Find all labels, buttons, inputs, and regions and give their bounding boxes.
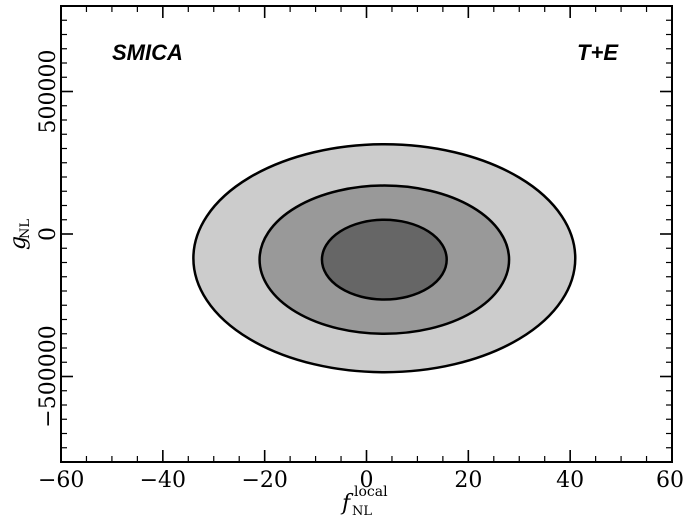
y-tick-label: 0: [36, 227, 61, 241]
y-tick-label-group: −500000: [36, 325, 61, 427]
y-tick-label: −500000: [36, 325, 61, 427]
corner-label-left: SMICA: [112, 40, 183, 65]
y-axis-label: g NL: [6, 219, 33, 250]
x-axis-label-sup: local: [354, 484, 388, 500]
contour-inner: [320, 218, 448, 301]
x-tick-label: −20: [241, 468, 287, 493]
y-axis-label-main: g: [6, 236, 31, 250]
x-axis-label: f NL local: [340, 484, 388, 517]
y-tick-label-group: 500000: [36, 50, 61, 134]
x-axis-label-sub: NL: [352, 504, 372, 517]
corner-label-right: T+E: [577, 40, 619, 65]
y-tick-label-group: 0: [36, 227, 61, 241]
x-tick-label: 20: [454, 468, 482, 493]
contour-layer: [192, 142, 577, 374]
x-tick-label: 60: [656, 468, 684, 493]
x-tick-label: 0: [360, 468, 374, 493]
plot-frame: [60, 5, 673, 463]
y-tick-label: 500000: [36, 50, 61, 134]
y-tick-labels: −500000 0 500000: [36, 50, 61, 428]
x-tick-label: −60: [38, 468, 84, 493]
x-tick-label: 40: [556, 468, 584, 493]
y-axis-label-sub: NL: [18, 219, 33, 239]
x-tick-labels: −60 −40 −20 0 20 40 60: [38, 468, 684, 493]
x-tick-label: −40: [140, 468, 186, 493]
